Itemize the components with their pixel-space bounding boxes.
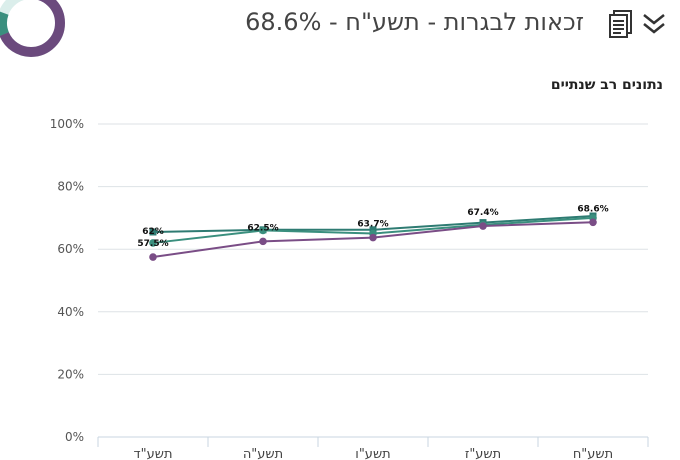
data-point: [479, 222, 487, 230]
chevron-double-down-icon[interactable]: [641, 12, 667, 36]
data-label: 63.7%: [357, 220, 388, 230]
data-label: 67.4%: [467, 208, 498, 218]
data-point: [149, 228, 157, 236]
y-tick-label: 60%: [57, 242, 84, 256]
data-point: [149, 253, 157, 261]
achievement-donut: [0, 0, 65, 57]
data-label: 62%: [142, 227, 164, 237]
x-tick-label: תשע"ז: [465, 447, 501, 460]
data-point: [259, 226, 267, 235]
data-point: [369, 233, 377, 242]
chart-title: נתונים רב שנתיים: [550, 77, 663, 93]
x-tick-label: תשע"ח: [573, 447, 613, 460]
data-label: 68.6%: [577, 204, 608, 214]
data-point: [589, 218, 597, 227]
y-tick-label: 100%: [50, 117, 84, 131]
data-point: [259, 237, 267, 246]
data-label: 57.5%: [137, 239, 168, 249]
data-point: [149, 239, 157, 247]
x-tick-label: תשע"ה: [243, 447, 283, 460]
y-tick-label: 20%: [57, 367, 84, 381]
document-icon[interactable]: [609, 10, 633, 38]
data-label: 62.5%: [247, 223, 278, 233]
y-tick-label: 0%: [65, 430, 84, 444]
x-tick-label: תשע"ו: [355, 447, 390, 460]
y-tick-label: 80%: [57, 180, 84, 194]
x-tick-label: תשע"ד: [134, 447, 173, 460]
y-tick-label: 40%: [57, 305, 84, 319]
donut-filled: [0, 0, 65, 57]
header: זכאות לבגרות - תשע"ח - 68.6%: [0, 0, 680, 60]
page-title: זכאות לבגרות - תשע"ח - 68.6%: [245, 8, 584, 36]
